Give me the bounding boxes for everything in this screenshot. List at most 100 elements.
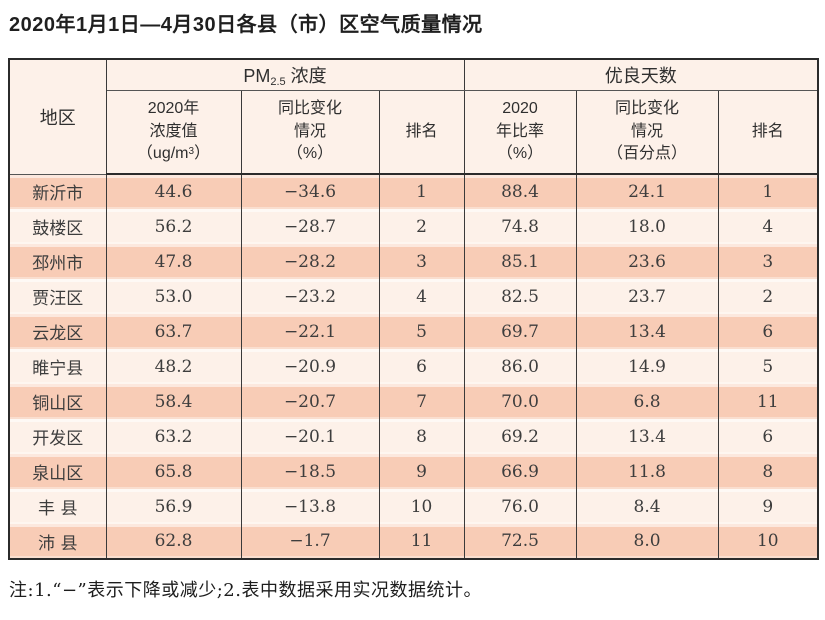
cell-gd-change: 8.0 — [575, 524, 719, 559]
footnote: 注:1.“−”表示下降或减少;2.表中数据采用实况数据统计。 — [9, 580, 482, 601]
table-row: 鼓楼区 56.2 −28.7 2 74.8 18.0 4 — [8, 209, 819, 244]
table-header-sub-row: 2020年 浓度值 （ug/m3） 同比变化 情况 （%） 排名 2020 年比… — [9, 90, 819, 175]
cell-pm25-value: 63.7 — [105, 314, 242, 349]
cell-region: 鼓楼区 — [8, 209, 107, 244]
article-page: 2020年1月1日—4月30日各县（市）区空气质量情况 地区 PM2.5 浓度 … — [8, 14, 820, 601]
pm25-label-prefix: PM — [243, 65, 271, 86]
cell-ratio: 82.5 — [463, 279, 577, 314]
cell-pm25-rank: 2 — [378, 209, 465, 244]
header-gd-change-line1: 同比变化 — [615, 100, 680, 118]
cell-ratio: 85.1 — [463, 244, 577, 279]
cell-pm25-rank: 6 — [378, 349, 465, 384]
cell-ratio: 74.8 — [463, 209, 577, 244]
table-row: 沛 县 62.8 −1.7 11 72.5 8.0 10 — [8, 524, 819, 559]
cell-pm25-value: 56.2 — [105, 209, 242, 244]
header-pm25-group: PM2.5 浓度 — [105, 59, 465, 91]
cell-region: 沛 县 — [8, 524, 107, 559]
cell-gd-rank: 11 — [717, 384, 819, 419]
cell-region: 新沂市 — [8, 174, 107, 209]
cell-pm25-rank: 3 — [378, 244, 465, 279]
header-pm25-value-line2: 浓度值 — [149, 122, 198, 140]
header-pm25-value-line1: 2020年 — [147, 100, 200, 118]
header-gd-change: 同比变化 情况 （百分点） — [575, 90, 719, 175]
cell-region: 泉山区 — [8, 454, 107, 489]
header-gd-change-line2: 情况 — [631, 122, 664, 140]
table-row: 泉山区 65.8 −18.5 9 66.9 11.8 8 — [8, 454, 819, 489]
cell-gd-change: 11.8 — [575, 454, 719, 489]
cell-pm25-rank: 5 — [378, 314, 465, 349]
cell-gd-change: 23.6 — [575, 244, 719, 279]
cell-gd-change: 13.4 — [575, 314, 719, 349]
cell-region: 铜山区 — [8, 384, 107, 419]
table-row: 丰 县 56.9 −13.8 10 76.0 8.4 9 — [8, 489, 819, 524]
cell-pm25-change: −20.7 — [240, 384, 380, 419]
cell-pm25-value: 53.0 — [105, 279, 242, 314]
table-row: 云龙区 63.7 −22.1 5 69.7 13.4 6 — [8, 314, 819, 349]
unit-prefix: （ug/m — [136, 144, 189, 162]
cell-pm25-rank: 7 — [378, 384, 465, 419]
header-ratio-line1: 2020 — [502, 100, 538, 118]
cell-ratio: 76.0 — [463, 489, 577, 524]
cell-gd-change: 23.7 — [575, 279, 719, 314]
table-row: 新沂市 44.6 −34.6 1 88.4 24.1 1 — [8, 174, 819, 209]
table-header: 地区 PM2.5 浓度 优良天数 2020年 浓度值 （ug/m3） 同比变化 … — [8, 59, 819, 175]
cell-pm25-value: 44.6 — [105, 174, 242, 209]
cell-pm25-rank: 9 — [378, 454, 465, 489]
cell-gd-rank: 6 — [717, 419, 819, 454]
cell-pm25-rank: 11 — [378, 524, 465, 559]
cell-ratio: 66.9 — [463, 454, 577, 489]
cell-ratio: 70.0 — [463, 384, 577, 419]
cell-pm25-value: 65.8 — [105, 454, 242, 489]
cell-gd-rank: 5 — [717, 349, 819, 384]
cell-gd-change: 13.4 — [575, 419, 719, 454]
header-pm25-rank: 排名 — [378, 90, 465, 175]
header-pm25-change-line1: 同比变化 — [277, 100, 342, 118]
cell-gd-rank: 10 — [717, 524, 819, 559]
cell-gd-rank: 6 — [717, 314, 819, 349]
cell-ratio: 69.2 — [463, 419, 577, 454]
cell-pm25-value: 63.2 — [105, 419, 242, 454]
header-ratio-line3: （%） — [496, 144, 544, 162]
cell-pm25-change: −28.7 — [240, 209, 380, 244]
cell-ratio: 72.5 — [463, 524, 577, 559]
table-row: 开发区 63.2 −20.1 8 69.2 13.4 6 — [8, 419, 819, 454]
cell-pm25-change: −22.1 — [240, 314, 380, 349]
cell-pm25-rank: 1 — [378, 174, 465, 209]
cell-pm25-rank: 4 — [378, 279, 465, 314]
cell-pm25-rank: 8 — [378, 419, 465, 454]
cell-pm25-change: −13.8 — [240, 489, 380, 524]
header-pm25-change: 同比变化 情况 （%） — [240, 90, 380, 175]
cell-gd-change: 14.9 — [575, 349, 719, 384]
cell-pm25-value: 58.4 — [105, 384, 242, 419]
header-region: 地区 — [8, 59, 107, 175]
cell-gd-rank: 1 — [717, 174, 819, 209]
header-gd-change-line3: （百分点） — [607, 144, 688, 162]
table-body: 新沂市 44.6 −34.6 1 88.4 24.1 1 鼓楼区 56.2 −2… — [8, 174, 819, 559]
cell-gd-rank: 4 — [717, 209, 819, 244]
pm25-label-subscript: 2.5 — [270, 75, 286, 88]
header-good-days-group: 优良天数 — [463, 59, 819, 91]
cell-region: 邳州市 — [8, 244, 107, 279]
cell-gd-rank: 2 — [717, 279, 819, 314]
cell-gd-rank: 8 — [717, 454, 819, 489]
cell-ratio: 69.7 — [463, 314, 577, 349]
header-gd-rank: 排名 — [717, 90, 819, 175]
table-row: 邳州市 47.8 −28.2 3 85.1 23.6 3 — [8, 244, 819, 279]
cell-pm25-change: −20.9 — [240, 349, 380, 384]
table-row: 铜山区 58.4 −20.7 7 70.0 6.8 11 — [8, 384, 819, 419]
cell-pm25-change: −18.5 — [240, 454, 380, 489]
header-pm25-change-line2: 情况 — [293, 122, 326, 140]
cell-pm25-change: −23.2 — [240, 279, 380, 314]
cell-region: 开发区 — [8, 419, 107, 454]
header-pm25-change-line3: （%） — [286, 144, 334, 162]
header-pm25-value-unit: （ug/m3） — [107, 143, 241, 165]
cell-gd-rank: 9 — [717, 489, 819, 524]
cell-region: 睢宁县 — [8, 349, 107, 384]
cell-pm25-change: −34.6 — [240, 174, 380, 209]
cell-ratio: 86.0 — [463, 349, 577, 384]
table-header-group-row: 地区 PM2.5 浓度 优良天数 — [8, 59, 819, 175]
header-ratio: 2020 年比率 （%） — [463, 90, 577, 175]
unit-suffix: ） — [194, 144, 211, 162]
cell-gd-change: 8.4 — [575, 489, 719, 524]
cell-pm25-value: 47.8 — [105, 244, 242, 279]
